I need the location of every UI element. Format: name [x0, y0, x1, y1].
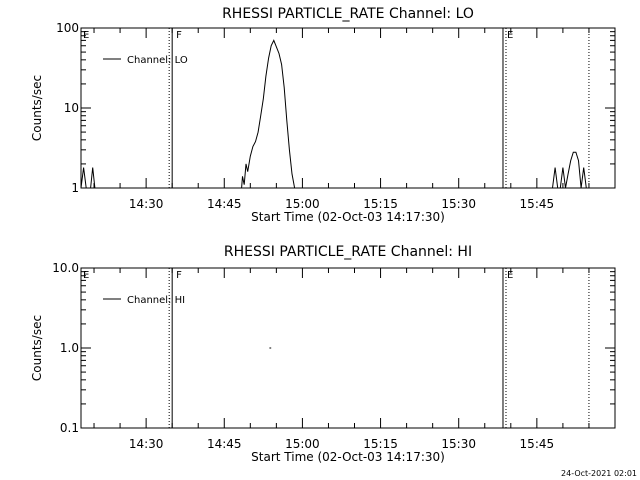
- plot-frame: [80, 27, 616, 189]
- y-tick-label: 10.0: [52, 261, 79, 275]
- x-tick-label: 14:45: [207, 437, 242, 451]
- marker-label: F: [176, 270, 182, 281]
- legend-label: Channel: LO: [127, 55, 188, 66]
- x-tick-label: 15:15: [363, 197, 398, 211]
- marker-label: E: [83, 270, 89, 281]
- marker-label: E: [507, 30, 513, 41]
- marker-label: F: [176, 30, 182, 41]
- marker-label: E: [507, 270, 513, 281]
- x-tick-label: 15:30: [441, 197, 476, 211]
- footer-timestamp: 24-Oct-2021 02:01: [561, 469, 637, 478]
- x-axis-label: Start Time (02-Oct-03 14:17:30): [251, 450, 445, 464]
- x-tick-label: 15:45: [520, 197, 555, 211]
- chart-panel-1: RHESSI PARTICLE_RATE Channel: LO 1 10 100 Co…: [30, 6, 616, 224]
- x-tick-label: 15:00: [285, 437, 320, 451]
- x-tick-label: 15:00: [285, 197, 320, 211]
- y-tick-label: 100: [56, 21, 79, 35]
- y-tick-label: 1.0: [60, 341, 79, 355]
- series-line-segment: [81, 167, 96, 188]
- y-tick-label: 1: [71, 181, 79, 195]
- legend-label: Channel: HI: [127, 295, 185, 306]
- series-line-segment: [552, 151, 587, 188]
- x-tick-label: 14:30: [129, 437, 164, 451]
- series-line-segment: [241, 39, 296, 188]
- y-tick-label: 10: [64, 101, 79, 115]
- chart-panel-2: RHESSI PARTICLE_RATE Channel: HI 0.1 1.0 10…: [30, 244, 616, 464]
- x-tick-label: 14:30: [129, 197, 164, 211]
- x-tick-label: 15:30: [441, 437, 476, 451]
- y-axis-label: Counts/sec: [30, 75, 44, 141]
- y-axis-label: Counts/sec: [30, 315, 44, 381]
- chart-title: RHESSI PARTICLE_RATE Channel: HI: [224, 244, 472, 260]
- plot-frame: [80, 267, 616, 429]
- x-tick-label: 15:45: [520, 437, 555, 451]
- y-tick-label: 0.1: [60, 421, 79, 435]
- x-tick-label: 15:15: [363, 437, 398, 451]
- chart-title: RHESSI PARTICLE_RATE Channel: LO: [222, 6, 474, 22]
- x-axis-label: Start Time (02-Oct-03 14:17:30): [251, 210, 445, 224]
- marker-label: E: [83, 30, 89, 41]
- x-tick-label: 14:45: [207, 197, 242, 211]
